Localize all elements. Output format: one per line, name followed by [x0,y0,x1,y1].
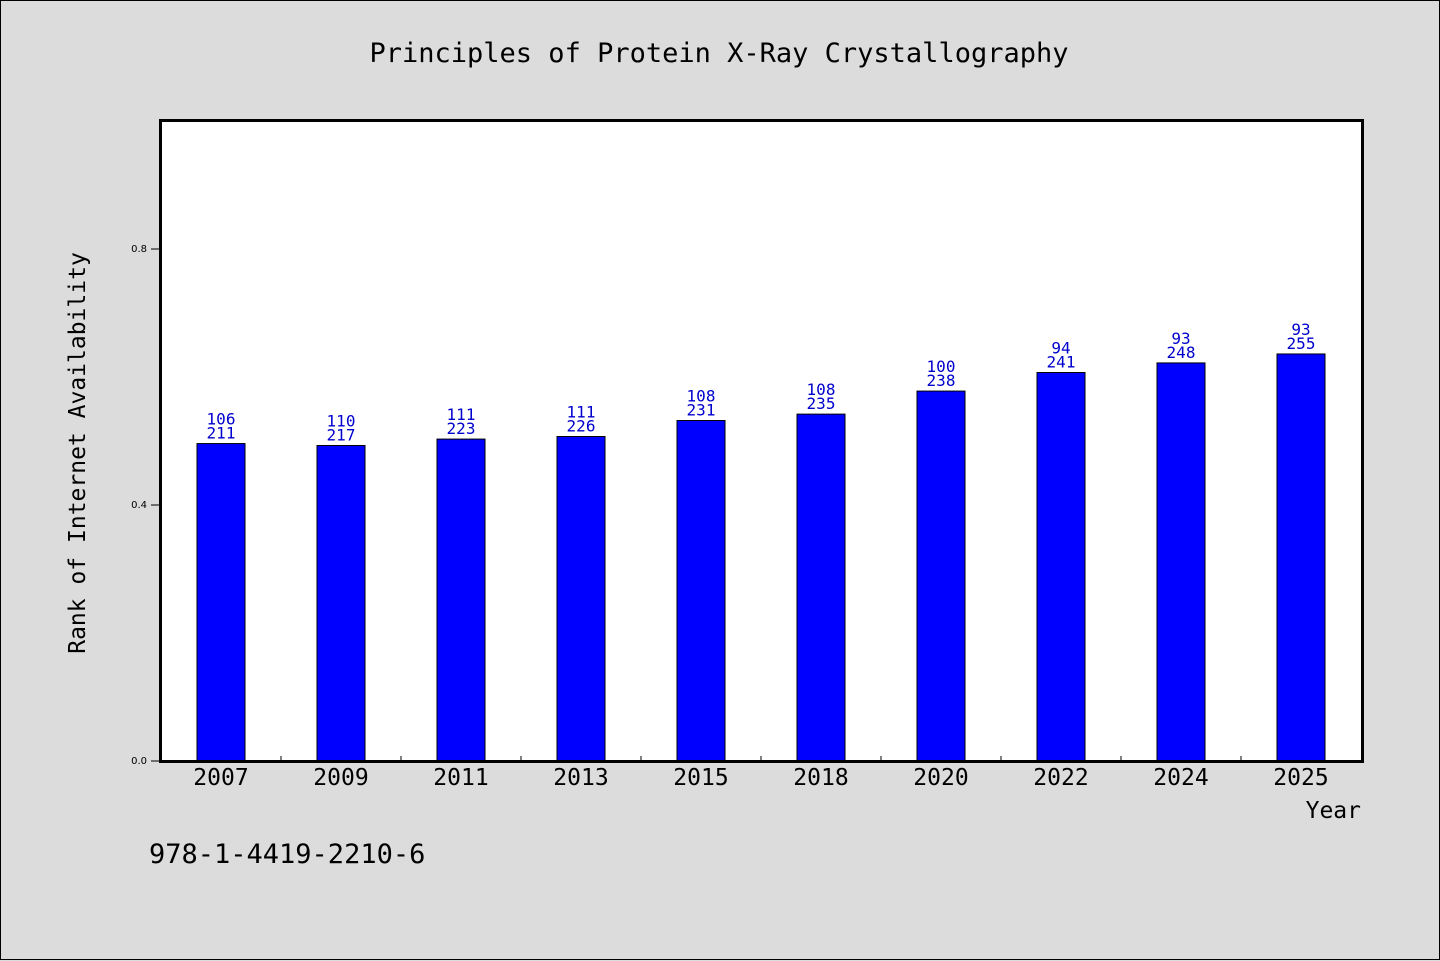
data-label-top-2025: 93 [1291,320,1310,339]
data-labels-group: 1062111102171112231112261082311082351002… [207,320,1316,445]
x-tick-label-2020: 2020 [913,765,968,791]
data-label-top-2020: 100 [927,357,956,376]
x-tick-label-2009: 2009 [313,765,368,791]
y-axis-label: Rank of Internet Availability [65,252,91,654]
bars-group [196,353,1326,762]
isbn-text: 978-1-4419-2210-6 [149,839,425,870]
chart-title: Principles of Protein X-Ray Crystallogra… [370,38,1069,69]
x-tick-label-2022: 2022 [1033,765,1088,791]
data-label-bottom-2007: 211 [207,424,236,443]
data-label-top-2018: 108 [807,380,836,399]
x-tick-label-2015: 2015 [673,765,728,791]
bar-2013 [556,436,606,762]
data-label-top-2013: 111 [567,403,596,422]
data-label-bottom-2015: 231 [687,401,716,420]
data-label-bottom-2013: 226 [567,417,596,436]
data-label-top-2022: 94 [1051,339,1070,358]
bar-2007 [196,443,246,762]
y-tick-label: 0.0 [131,756,147,767]
bar-2025 [1276,353,1326,762]
data-label-bottom-2025: 255 [1287,334,1316,353]
x-tick-label-2013: 2013 [553,765,608,791]
x-tick-label-2025: 2025 [1273,765,1328,791]
x-tick-label-2024: 2024 [1153,765,1208,791]
data-label-top-2024: 93 [1171,329,1190,348]
bar-2024 [1156,362,1206,762]
data-label-bottom-2009: 217 [327,425,356,444]
x-tick-label-2011: 2011 [433,765,488,791]
data-label-bottom-2022: 241 [1047,353,1076,372]
x-tick-label-2018: 2018 [793,765,848,791]
data-label-bottom-2011: 223 [447,419,476,438]
x-tick-label-2007: 2007 [193,765,248,791]
y-tick-label: 0.4 [131,500,147,511]
bar-2015 [676,420,726,762]
y-tick-label: 0.8 [131,244,147,255]
data-label-bottom-2024: 248 [1167,343,1196,362]
bar-2011 [436,438,486,762]
data-label-bottom-2020: 238 [927,371,956,390]
bar-2018 [796,413,846,762]
data-label-top-2015: 108 [687,387,716,406]
bar-2009 [316,444,366,762]
data-label-top-2007: 106 [207,410,236,429]
data-label-top-2009: 110 [327,411,356,430]
x-axis-label: Year [1306,798,1361,824]
x-ticks-group: 2007 2009 2011 2013 2015 2018 2020 2022 2024 2025 [193,756,1329,791]
data-label-top-2011: 111 [447,405,476,424]
data-label-bottom-2018: 235 [807,394,836,413]
bar-2020 [916,390,966,762]
bar-2022 [1036,372,1086,762]
y-ticks-group: 0.0 0.4 0.8 [131,244,161,767]
plot-border [159,119,1364,763]
